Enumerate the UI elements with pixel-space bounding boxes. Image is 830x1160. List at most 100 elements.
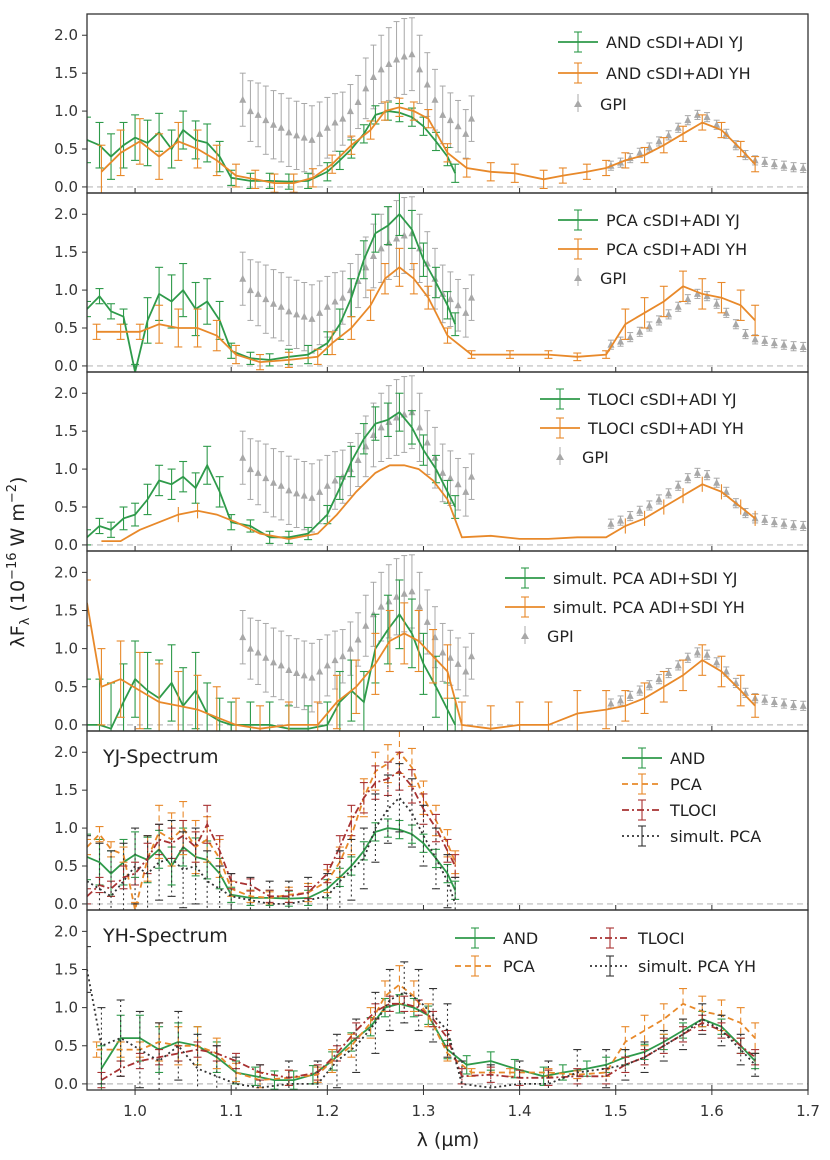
gpi-point xyxy=(300,671,308,679)
gpi-point xyxy=(462,308,470,316)
legend: PCA cSDI+ADI YJ PCA cSDI+ADI YH GPI xyxy=(558,209,747,288)
gpi-point xyxy=(790,342,798,350)
gpi-point xyxy=(408,587,416,595)
gpi-point xyxy=(645,681,653,689)
gpi-point xyxy=(254,648,262,656)
gpi-point xyxy=(780,340,788,348)
series-line xyxy=(87,612,457,730)
legend-entry: GPI xyxy=(521,626,574,646)
y-tick-label: 0.5 xyxy=(54,857,78,875)
gpi-point xyxy=(262,474,270,482)
gpi-point xyxy=(269,478,277,486)
legend-label: simult. PCA xyxy=(670,827,761,846)
legend: AND PCA TLOCI simult. PCA YH xyxy=(455,927,756,977)
legend-label: simult. PCA YH xyxy=(638,957,756,976)
gpi-point xyxy=(239,453,247,461)
x-tick-label: 1.0 xyxy=(123,1102,147,1120)
y-tick-label: 1.5 xyxy=(54,960,78,978)
gpi-point xyxy=(790,701,798,709)
gpi-point xyxy=(346,107,354,115)
series-1 xyxy=(87,193,460,372)
gpi-point xyxy=(713,120,721,128)
gpi-point xyxy=(799,342,807,350)
gpi-point xyxy=(665,489,673,497)
gpi-point xyxy=(617,337,625,345)
legend-entry: GPI xyxy=(556,447,609,467)
gpi-point xyxy=(285,128,293,136)
gpi-point xyxy=(346,644,354,652)
series-2 xyxy=(101,464,756,542)
x-tick-label: 1.1 xyxy=(219,1102,243,1120)
gpi-point xyxy=(277,302,285,310)
gpi-point xyxy=(316,487,324,495)
gpi-point xyxy=(331,476,339,484)
gpi-point xyxy=(439,468,447,476)
gpi-point xyxy=(269,299,277,307)
legend-entry: PCA cSDI+ADI YH xyxy=(558,238,747,260)
gpi-point xyxy=(339,293,347,301)
legend-label: GPI xyxy=(600,95,627,114)
gpi-point xyxy=(400,589,408,597)
gpi-point xyxy=(439,648,447,656)
legend-label: PCA cSDI+ADI YJ xyxy=(606,211,740,230)
gpi-point xyxy=(354,455,362,463)
gpi-point xyxy=(655,137,663,145)
gpi-point xyxy=(385,597,393,605)
gpi-point xyxy=(323,661,331,669)
legend-label: simult. PCA ADI+SDI YH xyxy=(553,598,745,617)
legend-label: AND cSDI+ADI YJ xyxy=(606,33,743,52)
series-1 xyxy=(87,392,460,546)
x-tick-label: 1.3 xyxy=(412,1102,436,1120)
y-tick-label: 0.0 xyxy=(54,357,78,375)
legend: AND PCA TLOCI simult. PCA xyxy=(622,747,761,847)
gpi-point xyxy=(468,652,476,660)
gpi-point xyxy=(354,97,362,105)
gpi-point xyxy=(393,55,401,63)
gpi-point xyxy=(722,129,730,137)
y-tick-label: 0.0 xyxy=(54,895,78,913)
gpi-point xyxy=(262,116,270,124)
plot-area xyxy=(87,193,807,372)
legend-label: PCA cSDI+ADI YH xyxy=(606,240,747,259)
x-tick-label: 1.4 xyxy=(508,1102,532,1120)
gpi-point xyxy=(377,602,385,610)
gpi-point xyxy=(617,696,625,704)
series-line xyxy=(100,106,756,185)
gpi-point xyxy=(308,493,316,501)
series-line xyxy=(87,602,756,730)
gpi-point xyxy=(416,65,424,73)
panel-6: 0.0 0.5 1.0 1.5 2.0 YH-Spectrum AND PCA TLOCI sim… xyxy=(54,909,809,1093)
gpi-point xyxy=(331,118,339,126)
gpi-point xyxy=(780,161,788,169)
y-tick-label: 1.0 xyxy=(54,281,78,299)
legend-entry: GPI xyxy=(574,268,627,288)
gpi-point xyxy=(431,95,439,103)
gpi-point xyxy=(626,333,634,341)
legend-entry: PCA xyxy=(622,773,702,795)
gpi-point xyxy=(423,617,431,625)
gpi-point xyxy=(722,667,730,675)
gpi-point xyxy=(277,661,285,669)
gpi-point xyxy=(285,307,293,315)
y-tick-label: 0.5 xyxy=(54,140,78,158)
gpi-point xyxy=(790,163,798,171)
gpi-point xyxy=(770,518,778,526)
series-2 xyxy=(97,97,760,193)
gpi-point xyxy=(665,310,673,318)
gpi-point xyxy=(346,465,354,473)
panel-title: YH-Spectrum xyxy=(102,925,228,947)
gpi-point xyxy=(354,635,362,643)
gpi-point xyxy=(780,699,788,707)
panel-frame xyxy=(86,909,809,1091)
legend-entry: AND xyxy=(455,927,538,949)
legend-entry: simult. PCA YH xyxy=(590,955,756,977)
gpi-point xyxy=(636,327,644,335)
gpi-point xyxy=(239,95,247,103)
x-axis-label: λ (µm) xyxy=(417,1129,480,1151)
gpi-point xyxy=(346,286,354,294)
gpi-point xyxy=(607,519,615,527)
gpi-point xyxy=(362,84,370,92)
x-axis: 1.0 1.1 1.2 1.3 1.4 1.5 1.6 1.7 xyxy=(123,1090,820,1120)
gpi-point xyxy=(607,340,615,348)
gpi-point xyxy=(416,423,424,431)
